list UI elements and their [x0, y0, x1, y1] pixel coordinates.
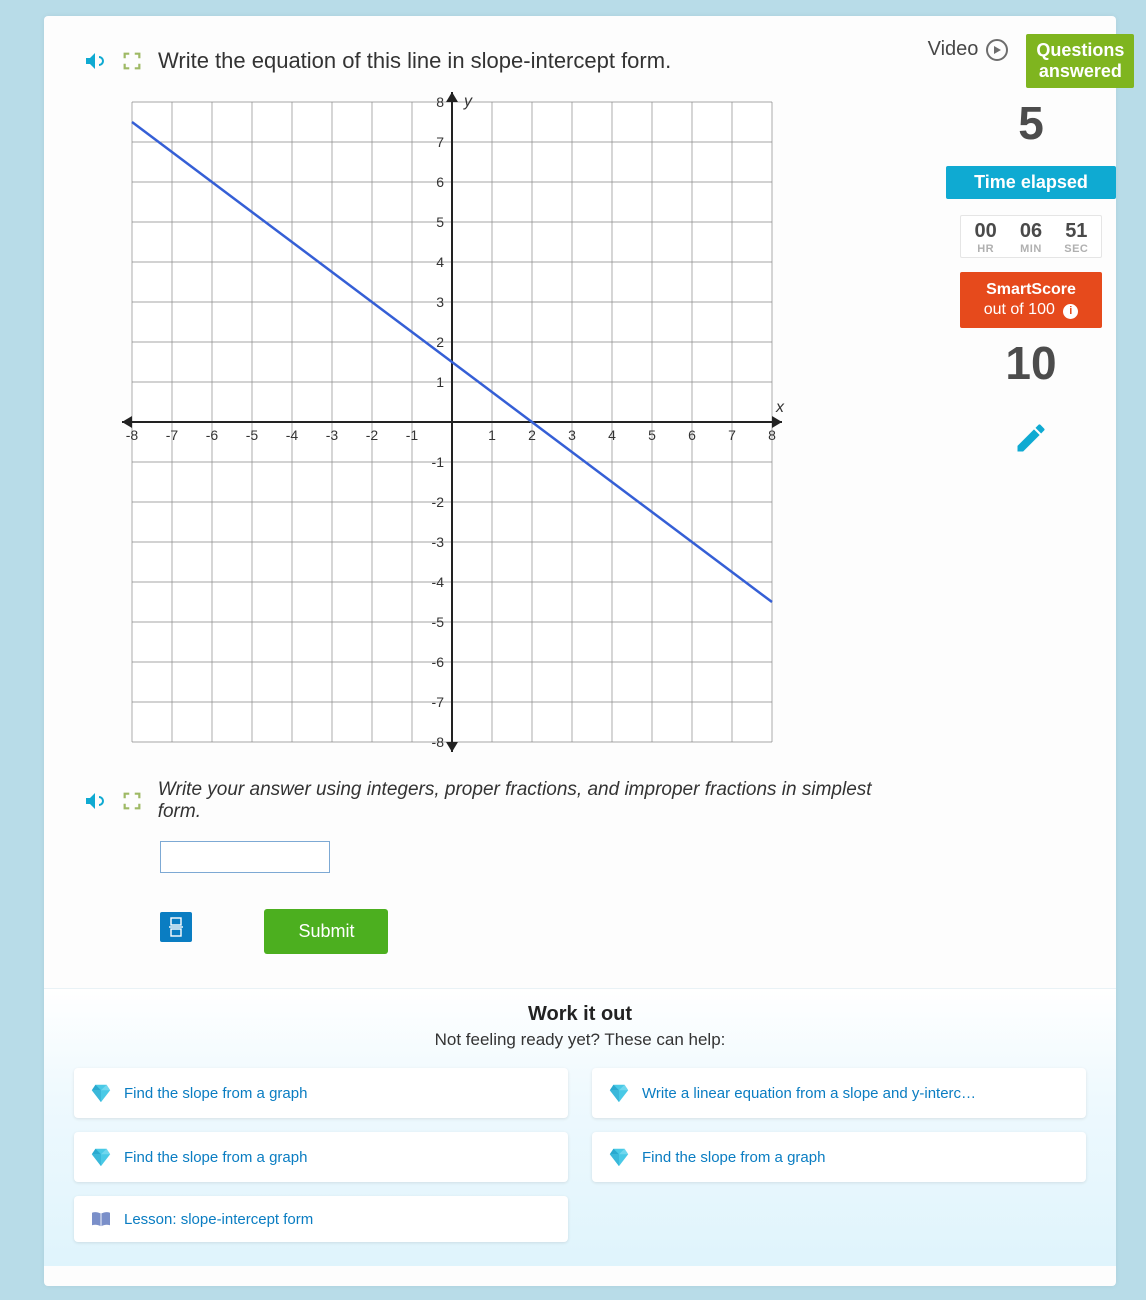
gem-icon — [608, 1082, 630, 1104]
help-card[interactable]: Find the slope from a graph — [74, 1068, 568, 1118]
gem-icon — [608, 1146, 630, 1168]
coordinate-graph: -8 -8 -7 -7 -6 -6 -5 -5 -4 -4 -3 -3 -2 -2 -1 -1 1 1 2 2 3 3 4 4… — [92, 92, 916, 757]
help-card-label: Find the slope from a graph — [124, 1149, 307, 1166]
svg-text:x: x — [775, 399, 785, 416]
smartscore-badge: SmartScore out of 100 i — [960, 272, 1102, 328]
workout-note: Not feeling ready yet? These can help: — [74, 1030, 1086, 1050]
help-card[interactable]: Find the slope from a graph — [592, 1132, 1086, 1182]
time-elapsed-badge: Time elapsed — [946, 166, 1116, 199]
video-link[interactable]: Video — [928, 38, 1009, 61]
svg-text:-5: -5 — [432, 614, 445, 630]
timer-hr: 00 — [967, 220, 1005, 243]
svg-text:6: 6 — [688, 427, 696, 443]
svg-text:-4: -4 — [286, 427, 299, 443]
questions-answered-count: 5 — [946, 96, 1116, 150]
svg-text:4: 4 — [608, 427, 616, 443]
help-card-label: Find the slope from a graph — [642, 1149, 825, 1166]
timer-min: 06 — [1012, 220, 1050, 243]
play-icon — [986, 39, 1008, 61]
svg-text:-6: -6 — [206, 427, 219, 443]
svg-text:-8: -8 — [432, 734, 445, 750]
answer-input[interactable] — [160, 841, 330, 873]
svg-text:2: 2 — [528, 427, 536, 443]
svg-text:-3: -3 — [432, 534, 445, 550]
book-icon — [90, 1210, 112, 1228]
svg-text:-8: -8 — [126, 427, 139, 443]
gem-icon — [90, 1082, 112, 1104]
answer-instruction: Write your answer using integers, proper… — [158, 779, 916, 823]
svg-text:5: 5 — [648, 427, 656, 443]
svg-text:7: 7 — [728, 427, 736, 443]
help-card[interactable]: Find the slope from a graph — [74, 1132, 568, 1182]
video-label: Video — [928, 38, 979, 61]
svg-text:-7: -7 — [166, 427, 179, 443]
svg-text:7: 7 — [436, 134, 444, 150]
svg-text:1: 1 — [488, 427, 496, 443]
svg-text:-1: -1 — [432, 454, 445, 470]
expand-icon[interactable] — [118, 788, 146, 814]
svg-text:3: 3 — [568, 427, 576, 443]
scratchpad-icon[interactable] — [946, 420, 1116, 461]
smartscore-value: 10 — [946, 336, 1116, 390]
timer: 00 HR 06 MIN 51 SEC — [960, 215, 1102, 258]
svg-text:4: 4 — [436, 254, 444, 270]
svg-text:-7: -7 — [432, 694, 445, 710]
help-card-label: Find the slope from a graph — [124, 1085, 307, 1102]
svg-text:5: 5 — [436, 214, 444, 230]
svg-text:-5: -5 — [246, 427, 259, 443]
gem-icon — [90, 1146, 112, 1168]
svg-text:2: 2 — [436, 334, 444, 350]
svg-text:-2: -2 — [366, 427, 379, 443]
svg-text:3: 3 — [436, 294, 444, 310]
svg-text:8: 8 — [768, 427, 776, 443]
submit-button[interactable]: Submit — [264, 909, 388, 954]
svg-text:-1: -1 — [406, 427, 419, 443]
fraction-button[interactable] — [160, 912, 192, 942]
question-prompt: Write the equation of this line in slope… — [158, 48, 671, 74]
questions-answered-badge: Questions answered — [1026, 34, 1134, 88]
help-card-label: Write a linear equation from a slope and… — [642, 1085, 976, 1102]
audio-icon[interactable] — [80, 788, 110, 814]
work-it-out-section: Work it out Not feeling ready yet? These… — [44, 988, 1116, 1266]
svg-text:-6: -6 — [432, 654, 445, 670]
audio-icon[interactable] — [80, 48, 110, 74]
workout-title: Work it out — [74, 1003, 1086, 1026]
svg-text:-2: -2 — [432, 494, 445, 510]
svg-text:8: 8 — [436, 94, 444, 110]
svg-text:-4: -4 — [432, 574, 445, 590]
expand-icon[interactable] — [118, 48, 146, 74]
help-card-label: Lesson: slope-intercept form — [124, 1211, 313, 1228]
info-icon[interactable]: i — [1063, 304, 1078, 319]
svg-text:6: 6 — [436, 174, 444, 190]
help-card[interactable]: Lesson: slope-intercept form — [74, 1196, 568, 1242]
timer-sec: 51 — [1057, 220, 1095, 243]
svg-text:-3: -3 — [326, 427, 339, 443]
help-card[interactable]: Write a linear equation from a slope and… — [592, 1068, 1086, 1118]
svg-text:y: y — [463, 93, 473, 110]
svg-text:1: 1 — [436, 374, 444, 390]
